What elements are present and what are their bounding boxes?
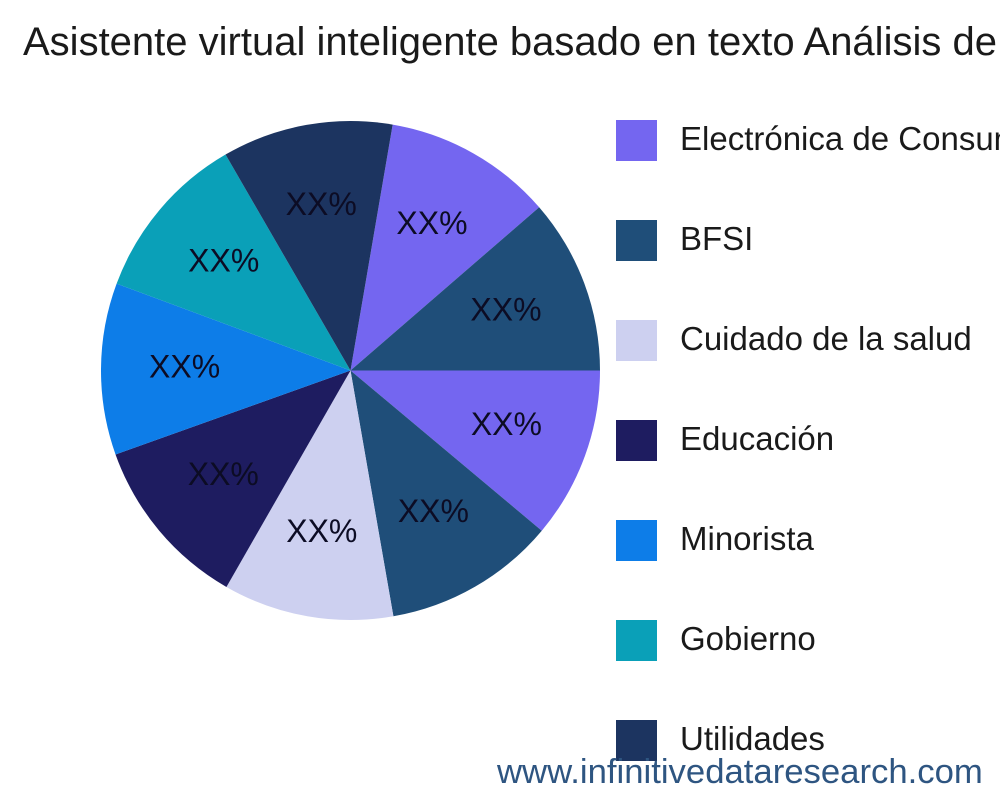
- svg-text:XX%: XX%: [286, 513, 357, 549]
- svg-text:XX%: XX%: [188, 456, 259, 492]
- svg-text:XX%: XX%: [149, 349, 220, 385]
- svg-text:XX%: XX%: [398, 493, 469, 529]
- svg-text:XX%: XX%: [286, 186, 357, 222]
- svg-text:XX%: XX%: [396, 205, 467, 241]
- svg-text:XX%: XX%: [471, 406, 542, 442]
- svg-text:XX%: XX%: [470, 292, 541, 328]
- svg-text:XX%: XX%: [188, 243, 259, 279]
